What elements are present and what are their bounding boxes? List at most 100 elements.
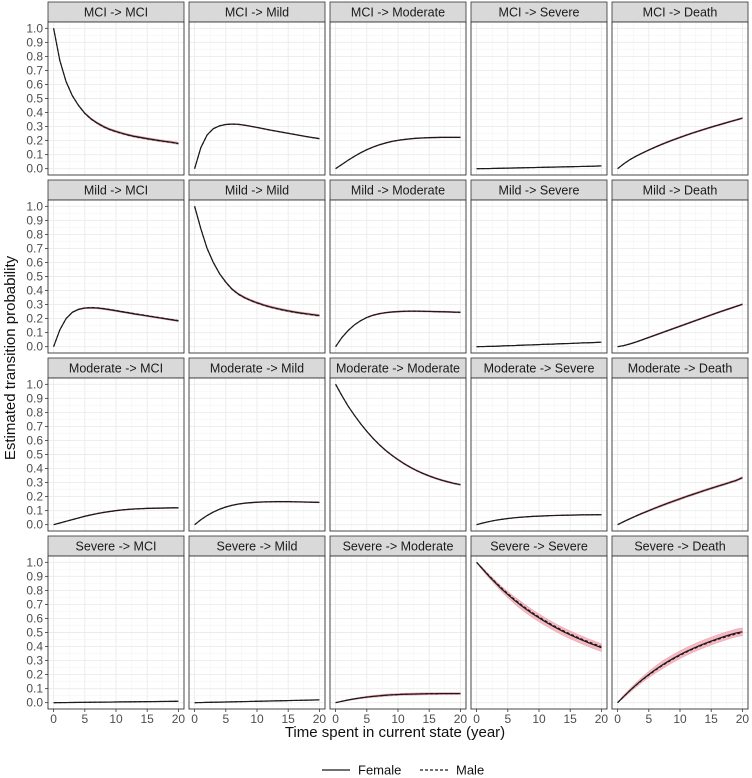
panel-border xyxy=(611,377,749,532)
series-line-female xyxy=(617,477,743,526)
facet-title: Moderate -> Death xyxy=(628,362,733,376)
confidence-band xyxy=(53,28,179,145)
facet-panel: Severe -> Moderate 0 5 10 15 20 xyxy=(329,535,467,726)
facet-title: Moderate -> Mild xyxy=(210,362,304,376)
x-tick-label: 20 xyxy=(595,712,609,726)
y-tick-label: 0.1 xyxy=(26,148,43,162)
facet-title: MCI -> Death xyxy=(643,6,718,20)
x-tick-label: 15 xyxy=(564,712,578,726)
facet-title: Moderate -> Moderate xyxy=(336,362,460,376)
series-line-female xyxy=(335,136,461,170)
series-line-female xyxy=(476,561,602,649)
y-tick-label: 0.8 xyxy=(26,227,43,241)
y-tick-label: 0.0 xyxy=(26,696,43,710)
series-line-female xyxy=(53,28,179,145)
legend: Female Male xyxy=(322,763,484,778)
x-tick-label: 5 xyxy=(222,712,229,726)
confidence-band xyxy=(617,117,743,170)
y-tick-label: 0.1 xyxy=(26,504,43,518)
y-tick-label: 0.9 xyxy=(26,35,43,49)
series-line-female xyxy=(476,341,602,348)
facet-title: Moderate -> MCI xyxy=(69,362,163,376)
y-tick-label: 1.0 xyxy=(26,21,43,35)
y-tick-label: 0.5 xyxy=(26,92,43,106)
y-tick-label: 0.2 xyxy=(26,134,43,148)
facet-title: Mild -> Moderate xyxy=(351,184,445,198)
x-tick-label: 10 xyxy=(109,712,123,726)
y-axis-title: Estimated transition probability xyxy=(2,255,19,460)
facet-panel: Moderate -> Severe xyxy=(470,357,608,532)
panel-border xyxy=(188,199,326,354)
facet-panel: Mild -> MCI 0.00.10.20.30.40.50.60.70.80.… xyxy=(26,179,185,354)
y-tick-label: 0.7 xyxy=(26,241,43,255)
panel-border xyxy=(188,21,326,176)
x-tick-label: 15 xyxy=(141,712,155,726)
facet-panel: Moderate -> Mild xyxy=(188,357,326,532)
facet-title: MCI -> Mild xyxy=(225,6,289,20)
y-tick-label: 0.7 xyxy=(26,63,43,77)
y-tick-label: 0.0 xyxy=(26,518,43,532)
series-line-female xyxy=(194,699,320,704)
y-tick-label: 0.7 xyxy=(26,597,43,611)
x-tick-label: 10 xyxy=(391,712,405,726)
facet-title: Mild -> Death xyxy=(643,184,718,198)
x-tick-label: 15 xyxy=(282,712,296,726)
facet-title: Severe -> Mild xyxy=(217,540,298,554)
x-tick-label: 0 xyxy=(191,712,198,726)
facet-panel: Mild -> Mild xyxy=(188,179,326,354)
confidence-band xyxy=(53,306,179,347)
y-tick-label: 0.5 xyxy=(26,270,43,284)
series-line-female xyxy=(335,310,461,348)
x-tick-label: 0 xyxy=(50,712,57,726)
facet-panel: Mild -> Death xyxy=(611,179,749,354)
facet-panel: MCI -> Severe xyxy=(470,1,608,176)
y-tick-label: 0.3 xyxy=(26,654,43,668)
facet-panel: Severe -> Death 0 5 10 15 20 xyxy=(611,535,749,726)
confidence-band xyxy=(617,303,743,347)
facet-panel: Moderate -> Death xyxy=(611,357,749,532)
series-line-female xyxy=(617,631,743,704)
y-tick-label: 0.3 xyxy=(26,298,43,312)
series-line-female xyxy=(476,514,602,526)
facet-panel: MCI -> Death xyxy=(611,1,749,176)
x-tick-label: 10 xyxy=(532,712,546,726)
facet-panel: Mild -> Severe xyxy=(470,179,608,354)
facet-title: Mild -> MCI xyxy=(84,184,148,198)
y-tick-label: 0.6 xyxy=(26,77,43,91)
y-tick-label: 0.8 xyxy=(26,583,43,597)
series-line-female xyxy=(194,123,320,169)
y-tick-label: 0.1 xyxy=(26,682,43,696)
x-tick-label: 5 xyxy=(645,712,652,726)
panel-border xyxy=(470,21,608,176)
facet-panel: MCI -> MCI 0.00.10.20.30.40.50.60.70.80.9… xyxy=(26,1,185,176)
facet-panel: Severe -> Severe 0 5 10 15 20 xyxy=(470,535,609,726)
series-line-female xyxy=(335,384,461,486)
facet-title: Severe -> Moderate xyxy=(343,540,454,554)
facet-title: MCI -> MCI xyxy=(84,6,148,20)
series-line-female xyxy=(617,117,743,170)
y-tick-label: 0.8 xyxy=(26,405,43,419)
x-tick-label: 0 xyxy=(473,712,480,726)
facet-panel: Severe -> MCI 0.00.10.20.30.40.50.60.70.8… xyxy=(26,535,186,726)
y-tick-label: 0.4 xyxy=(26,284,43,298)
x-tick-label: 20 xyxy=(172,712,186,726)
y-tick-label: 0.7 xyxy=(26,419,43,433)
series-line-female xyxy=(194,501,320,526)
facet-title: Mild -> Severe xyxy=(499,184,580,198)
y-tick-label: 0.0 xyxy=(26,162,43,176)
series-line-female xyxy=(53,307,179,347)
facet-panel: Moderate -> MCI0.00.10.20.30.40.50.60.70… xyxy=(26,357,185,532)
x-tick-label: 20 xyxy=(313,712,327,726)
series-line-female xyxy=(53,700,179,704)
y-tick-label: 0.4 xyxy=(26,462,43,476)
y-tick-label: 0.9 xyxy=(26,569,43,583)
y-tick-label: 0.4 xyxy=(26,640,43,654)
x-tick-label: 0 xyxy=(332,712,339,726)
y-tick-label: 0.4 xyxy=(26,106,43,120)
facet-panel: Severe -> Mild 0 5 10 15 20 xyxy=(188,535,327,726)
x-tick-label: 15 xyxy=(705,712,719,726)
facet-title: Mild -> Mild xyxy=(225,184,289,198)
panel-border xyxy=(470,199,608,354)
